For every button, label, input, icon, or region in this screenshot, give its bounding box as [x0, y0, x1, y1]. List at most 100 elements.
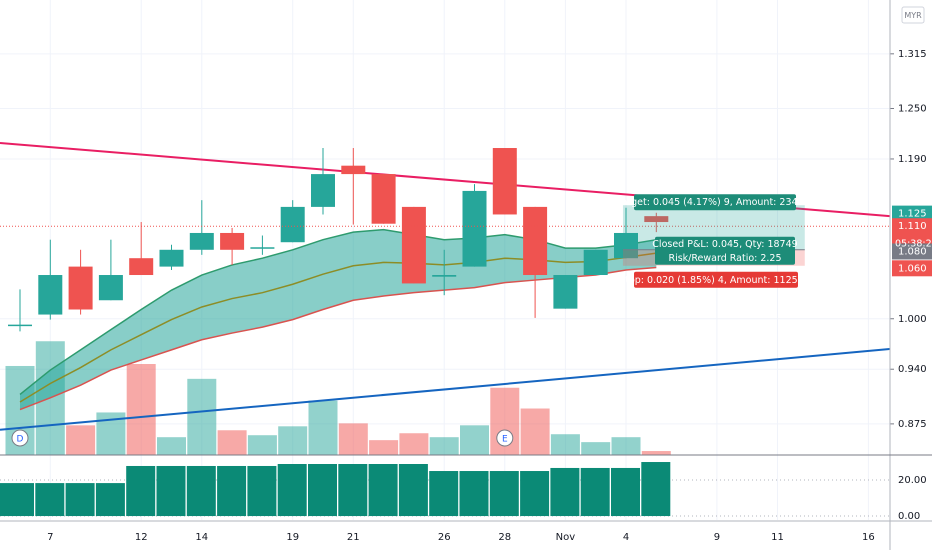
indicator-bar — [308, 464, 337, 517]
indicator-bar — [550, 467, 580, 517]
stop-label: Stop: 0.020 (1.85%) 4, Amount: 1125.02 — [619, 275, 813, 286]
target-label: Target: 0.045 (4.17%) 9, Amount: 2343.7 — [616, 197, 812, 208]
indicator-tick-label: 20.00 — [898, 475, 927, 486]
volume-bar — [399, 433, 429, 455]
event-marker — [11, 429, 29, 447]
x-tick-label: 14 — [195, 532, 208, 543]
volume-bar — [66, 425, 96, 455]
target-label-box — [634, 194, 796, 211]
indicator-bar — [580, 467, 610, 517]
candle-body — [68, 266, 93, 310]
indicator-bar — [338, 464, 368, 517]
indicator-bar — [611, 467, 640, 517]
candle-body — [432, 275, 457, 277]
band-line — [19, 228, 657, 396]
candle-body — [250, 247, 275, 249]
candle-body — [341, 165, 366, 175]
volume-bar — [157, 437, 186, 455]
candle-body — [98, 275, 123, 301]
y-tick-label: 1.000 — [898, 314, 927, 325]
volume-bar — [460, 425, 489, 455]
indicator-bar — [489, 471, 519, 517]
y-tick-label: 0.875 — [898, 419, 927, 430]
x-tick-label: Nov — [556, 532, 576, 543]
x-tick-label: 26 — [438, 532, 451, 543]
x-tick-label: 19 — [286, 532, 299, 543]
indicator-bar — [217, 465, 247, 517]
indicator-bar — [35, 483, 65, 517]
candle-body — [189, 232, 214, 250]
price-label-box — [892, 205, 932, 222]
pnl-label-box — [655, 236, 795, 265]
volume-bar — [429, 437, 459, 455]
volume-bar — [187, 378, 217, 455]
candle-body — [401, 206, 426, 284]
candle-body — [462, 190, 487, 267]
candle-body — [523, 206, 548, 276]
x-tick-label: 4 — [623, 532, 629, 543]
candle-body — [371, 174, 396, 224]
x-tick-label: 11 — [771, 532, 784, 543]
candle-body — [159, 249, 184, 267]
price-label: 1.080 — [898, 246, 927, 257]
pnl-label: Closed P&L: 0.045, Qty: 18749 — [652, 239, 797, 250]
candle-body — [492, 148, 517, 215]
indicator-bar — [95, 483, 125, 517]
indicator-bar — [277, 464, 307, 517]
price-label: 1.125 — [898, 209, 927, 220]
indicator-bar — [520, 471, 550, 517]
candle-body — [614, 232, 638, 259]
price-label-box — [892, 243, 932, 260]
volume-bar — [338, 423, 368, 455]
band-fill — [20, 229, 657, 410]
band-line — [19, 252, 657, 403]
indicator-bar — [156, 465, 186, 517]
y-tick-label: 1.315 — [898, 49, 927, 60]
x-tick-label: 21 — [347, 532, 360, 543]
x-tick-label: 9 — [714, 532, 720, 543]
volume-bar — [308, 400, 338, 455]
candle-body — [311, 174, 335, 207]
indicator-bar — [186, 465, 216, 517]
candle-body — [220, 232, 245, 250]
volume-bar — [369, 440, 399, 455]
indicator-bar — [459, 471, 489, 517]
volume-bar — [217, 430, 247, 455]
y-tick-label: 1.190 — [898, 154, 927, 165]
candle-body — [553, 275, 578, 309]
y-tick-label: 1.250 — [898, 103, 927, 114]
indicator-bar — [429, 471, 459, 517]
band-line — [19, 266, 657, 411]
indicator-tick-label: 0.00 — [898, 511, 920, 522]
indicator-bar — [641, 462, 671, 517]
event-label: D — [17, 435, 24, 445]
candle-body — [644, 216, 669, 223]
pnl-label: Risk/Reward Ratio: 2.25 — [668, 253, 781, 264]
indicator-bar — [398, 464, 428, 517]
currency-label: MYR — [904, 11, 922, 20]
price-label-box — [892, 260, 932, 277]
indicator-bar — [368, 464, 398, 517]
volume-bar — [611, 437, 641, 455]
y-tick-label: 0.940 — [898, 364, 927, 375]
event-label: E — [502, 435, 508, 445]
price-label: 1.060 — [898, 263, 927, 274]
volume-bar — [520, 408, 550, 455]
x-tick-label: 12 — [135, 532, 148, 543]
currency-box — [901, 6, 925, 24]
volume-bar — [641, 451, 671, 455]
volume-bar — [126, 364, 156, 455]
indicator-bar — [126, 465, 156, 517]
countdown-label: 05:38:27 — [895, 239, 932, 250]
x-tick-label: 7 — [47, 532, 53, 543]
x-tick-label: 28 — [498, 532, 511, 543]
stop-label-box — [634, 271, 798, 288]
price-label: 1.110 — [898, 221, 927, 232]
indicator-bar — [0, 483, 34, 517]
candle-body — [38, 275, 63, 315]
trend-line — [0, 348, 890, 431]
candle-body — [583, 249, 608, 276]
candle-body — [280, 206, 305, 243]
volume-bar — [278, 426, 308, 455]
